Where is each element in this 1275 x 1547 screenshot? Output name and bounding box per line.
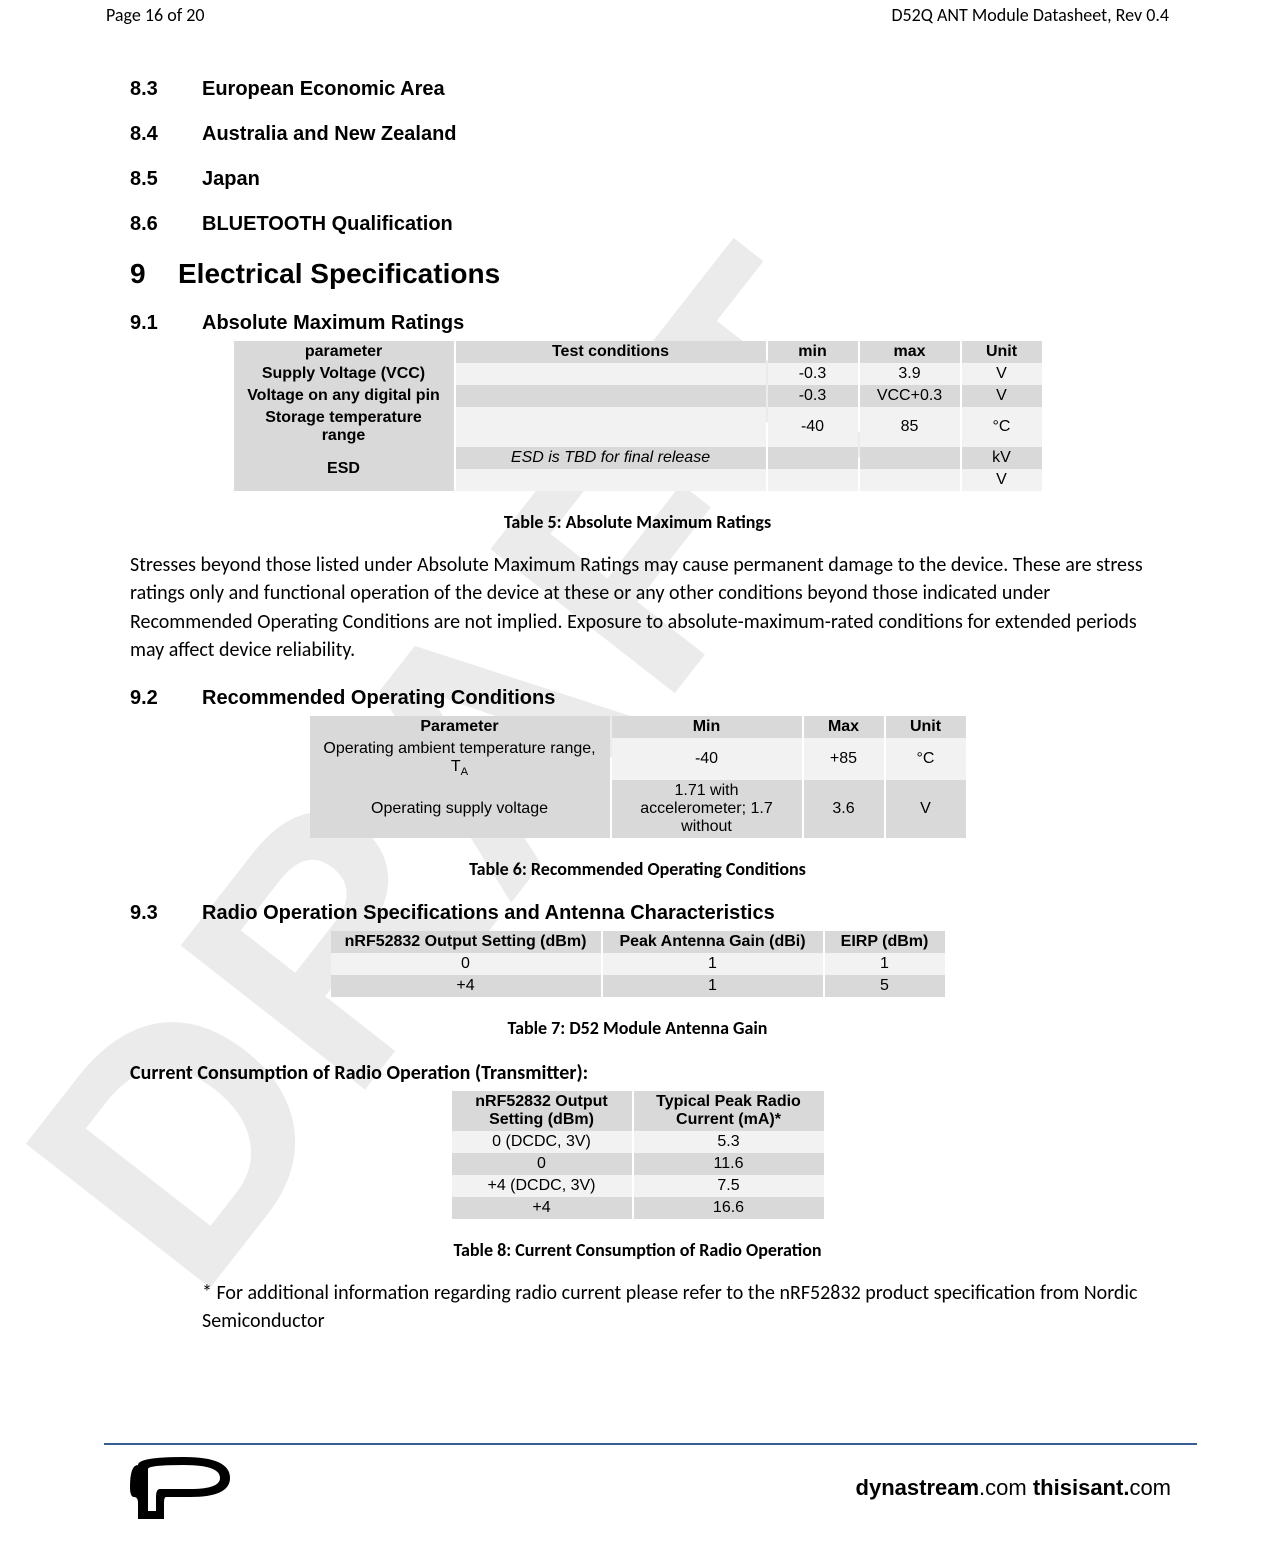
section-title-93: Radio Operation Specifications and Anten… xyxy=(202,902,775,925)
table-row: Operating supply voltage1.71 with accele… xyxy=(310,780,966,838)
section-num-93: 9.3 xyxy=(130,902,202,925)
section-title-9: Electrical Specifications xyxy=(178,258,500,290)
section-title-91: Absolute Maximum Ratings xyxy=(202,312,464,335)
table-row: 011 xyxy=(331,953,945,975)
section-num-85: 8.5 xyxy=(130,168,202,191)
section-title-92: Recommended Operating Conditions xyxy=(202,687,555,710)
table-row: ESDESD is TBD for final releasekV xyxy=(234,447,1042,469)
section-num-86: 8.6 xyxy=(130,213,202,236)
table-5-caption: Table 5: Absolute Maximum Ratings xyxy=(130,511,1145,533)
table-8-current: nRF52832 Output Setting (dBm)Typical Pea… xyxy=(450,1091,826,1219)
table-5-header: Test conditions xyxy=(456,341,766,363)
table-6-operating: ParameterMinMaxUnit Operating ambient te… xyxy=(308,716,968,838)
table-8-header: Typical Peak Radio Current (mA)* xyxy=(634,1091,824,1131)
table-7-header: nRF52832 Output Setting (dBm) xyxy=(331,931,601,953)
section-title-86: BLUETOOTH Qualification xyxy=(202,213,453,236)
section-num-91: 9.1 xyxy=(130,312,202,335)
table-row: 011.6 xyxy=(452,1153,824,1175)
table-8-caption: Table 8: Current Consumption of Radio Op… xyxy=(130,1239,1145,1261)
table-7-header: Peak Antenna Gain (dBi) xyxy=(603,931,823,953)
table-7-antenna: nRF52832 Output Setting (dBm)Peak Antenn… xyxy=(329,931,947,997)
table-row: Operating ambient temperature range, TA-… xyxy=(310,738,966,780)
table-6-header: Parameter xyxy=(310,716,610,738)
table-7-caption: Table 7: D52 Module Antenna Gain xyxy=(130,1017,1145,1039)
abs-max-paragraph: Stresses beyond those listed under Absol… xyxy=(130,551,1145,665)
section-num-9: 9 xyxy=(130,258,178,290)
table-6-caption: Table 6: Recommended Operating Condition… xyxy=(130,858,1145,880)
section-title-83: European Economic Area xyxy=(202,78,445,101)
section-title-84: Australia and New Zealand xyxy=(202,123,457,146)
table-row: +415 xyxy=(331,975,945,997)
table-row: Storage temperature range-4085°C xyxy=(234,407,1042,447)
section-num-92: 9.2 xyxy=(130,687,202,710)
table-row: 0 (DCDC, 3V)5.3 xyxy=(452,1131,824,1153)
table-row: Voltage on any digital pin-0.3VCC+0.3V xyxy=(234,385,1042,407)
table-8-header: nRF52832 Output Setting (dBm) xyxy=(452,1091,632,1131)
footer-brand-text: dynastream.com thisisant.com xyxy=(856,1475,1171,1501)
table-6-header: Min xyxy=(612,716,802,738)
table-5-header: max xyxy=(860,341,960,363)
table-6-header: Max xyxy=(804,716,884,738)
table-row: +416.6 xyxy=(452,1197,824,1219)
table-row: Supply Voltage (VCC)-0.33.9V xyxy=(234,363,1042,385)
tx-consumption-heading: Current Consumption of Radio Operation (… xyxy=(130,1061,1145,1085)
section-num-84: 8.4 xyxy=(130,123,202,146)
section-num-83: 8.3 xyxy=(130,78,202,101)
footer-logo-icon xyxy=(130,1457,240,1519)
header-page-number: Page 16 of 20 xyxy=(106,4,205,26)
table-5-header: Unit xyxy=(962,341,1042,363)
header-doc-title: D52Q ANT Module Datasheet, Rev 0.4 xyxy=(891,4,1169,26)
table-5-abs-max: parameterTest conditionsminmaxUnit Suppl… xyxy=(232,341,1044,491)
table-5-header: parameter xyxy=(234,341,454,363)
footnote-text: * For additional information regarding r… xyxy=(130,1279,1145,1336)
table-5-header: min xyxy=(768,341,858,363)
table-7-header: EIRP (dBm) xyxy=(825,931,945,953)
section-title-85: Japan xyxy=(202,168,260,191)
table-row: +4 (DCDC, 3V)7.5 xyxy=(452,1175,824,1197)
table-6-header: Unit xyxy=(886,716,966,738)
